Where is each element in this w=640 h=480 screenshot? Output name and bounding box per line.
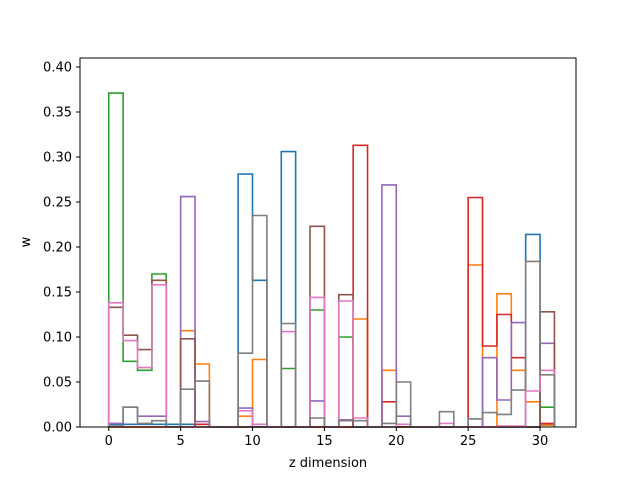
y-tick-label: 0.30	[43, 151, 72, 166]
y-tick-label: 0.10	[43, 331, 72, 346]
x-tick-label: 25	[460, 434, 477, 449]
y-tick-label: 0.15	[43, 286, 72, 301]
plot-background	[80, 58, 576, 427]
x-axis: 0 5 10 15 20 25 30	[105, 427, 549, 449]
x-tick-label: 10	[244, 434, 261, 449]
y-axis: 0.00 0.05 0.10 0.15 0.20 0.25 0.30 0.35 0.40	[43, 61, 80, 436]
y-tick-label: 0.40	[43, 61, 72, 76]
y-axis-label: w	[19, 236, 34, 247]
y-tick-label: 0.35	[43, 106, 72, 121]
y-tick-label: 0.05	[43, 376, 72, 391]
x-tick-label: 15	[316, 434, 333, 449]
y-tick-label: 0.00	[43, 421, 72, 436]
x-tick-label: 5	[176, 434, 184, 449]
x-tick-label: 20	[388, 434, 405, 449]
x-tick-label: 0	[105, 434, 113, 449]
plot-frame	[79, 57, 577, 428]
y-tick-label: 0.20	[43, 241, 72, 256]
x-axis-label: z dimension	[289, 456, 367, 471]
y-tick-label: 0.25	[43, 196, 72, 211]
x-tick-label: 30	[532, 434, 549, 449]
